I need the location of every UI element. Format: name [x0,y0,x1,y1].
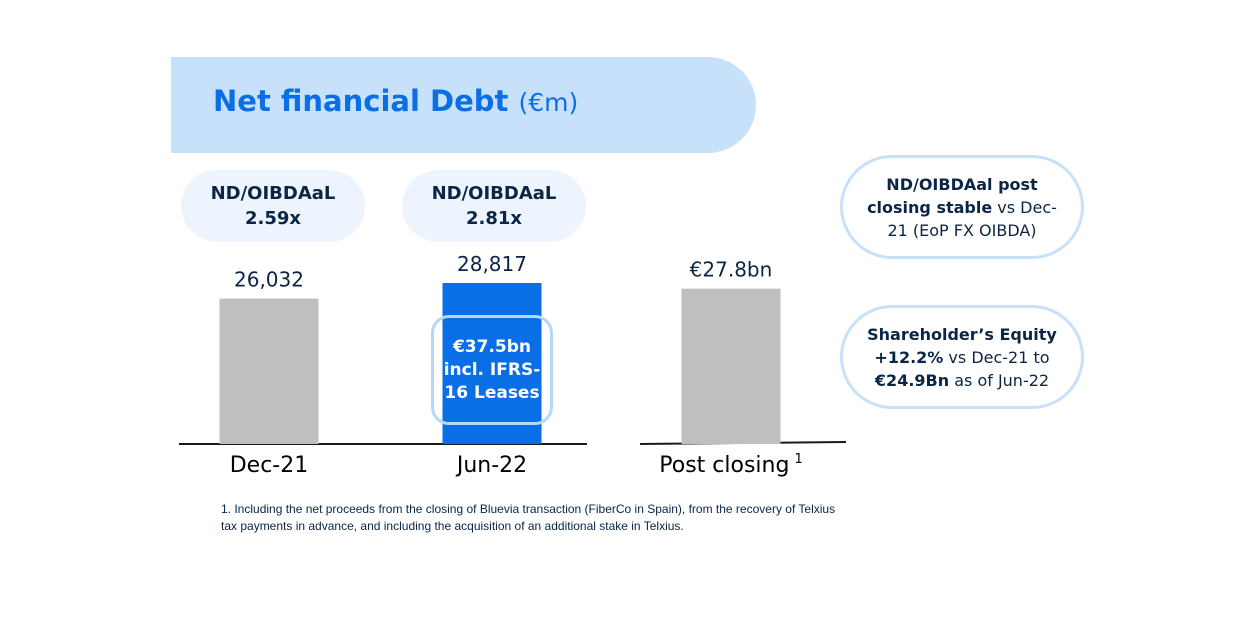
value-label: €27.8bn [690,258,773,282]
bar-jun-22 [442,283,542,444]
callout-ratio-bold: ND/OIBDAal post closing stable [867,174,1038,217]
ratio-value: 2.81x [465,208,523,229]
value-label: 26,032 [234,268,304,292]
category-label: Dec-21 [230,453,309,478]
chart-title-main: Net financial Debt [213,84,509,118]
callout-equity-bold2: €24.9Bn [874,370,950,390]
title-banner [171,57,756,153]
value-label: 28,817 [457,252,527,276]
ifrs-lease-note: €37.5bn incl. IFRS- 16 Leases [431,315,553,425]
category-label: Jun-22 [455,453,527,478]
callout-equity-end: as of Jun-22 [949,370,1050,390]
bars-group: 26,032 Dec-21 28,817 Jun-22 €27.8bn Post clos… [219,252,803,478]
lease-line-2: incl. IFRS- [443,359,541,380]
lease-line-3: 16 Leases [444,382,540,403]
callout-ratio-stable: ND/OIBDAal post closing stable vs Dec-21… [840,155,1084,259]
callout-ratio-rest: vs Dec-21 (EoP FX OIBDA) [887,197,1057,240]
chart-title-unit: (€m) [518,88,579,117]
ratio-label: ND/OIBDAaL [210,183,336,204]
callout-equity-bold1: Shareholder’s Equity +12.2% [867,324,1057,367]
callout-equity-mid: vs Dec-21 to [943,347,1050,367]
category-label: Post closing 1 [659,452,802,478]
bar-post-closing [681,288,781,444]
chart-title: Net financial Debt (€m) [213,84,578,118]
ratio-value: 2.59x [244,208,302,229]
lease-line-1: €37.5bn [452,336,532,357]
footnote: 1. Including the net proceeds from the c… [221,502,836,533]
ratio-pill-dec21: ND/OIBDAaL 2.59x [181,170,365,242]
ratio-label: ND/OIBDAaL [431,183,557,204]
ratio-pill-jun22: ND/OIBDAaL 2.81x [402,170,586,242]
bar-dec-21 [219,298,319,444]
footnote-marker: 1 [794,452,802,467]
callout-equity: Shareholder’s Equity +12.2% vs Dec-21 to… [840,305,1084,409]
